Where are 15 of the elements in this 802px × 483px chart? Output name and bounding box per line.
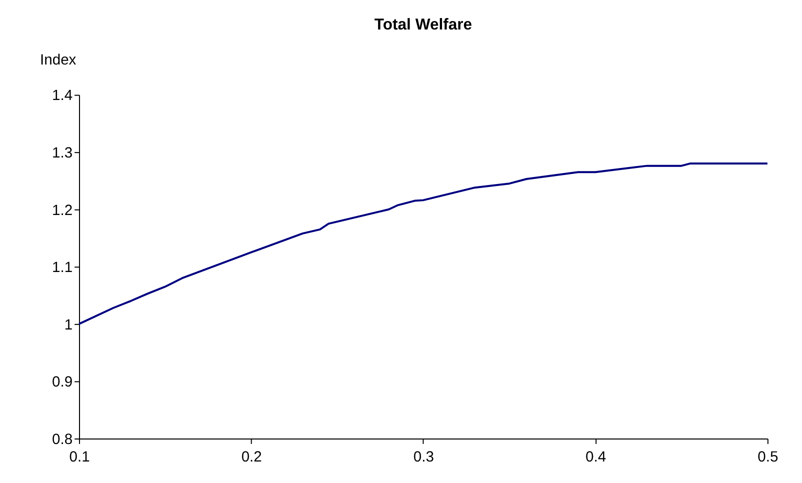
y-tick-label: 1.3 xyxy=(52,146,73,162)
line-series xyxy=(78,162,768,325)
x-tick-label: 0.2 xyxy=(241,450,262,466)
chart-title: Total Welfare xyxy=(374,16,472,34)
y-tick-label: 1.1 xyxy=(52,260,73,276)
x-tick-label: 0.1 xyxy=(69,450,90,466)
x-tick-label: 0.3 xyxy=(413,450,434,466)
y-tick-label: 1.2 xyxy=(52,202,73,219)
y-tick-label: 1 xyxy=(64,317,73,334)
y-tick-label: 0.8 xyxy=(52,432,73,448)
x-tick-label: 0.5 xyxy=(758,450,778,466)
y-axis-title: Index xyxy=(40,52,77,69)
y-tick-label: 0.9 xyxy=(52,374,73,391)
x-tick-label: 0.4 xyxy=(586,450,606,466)
y-tick-label: 1.4 xyxy=(52,88,73,104)
